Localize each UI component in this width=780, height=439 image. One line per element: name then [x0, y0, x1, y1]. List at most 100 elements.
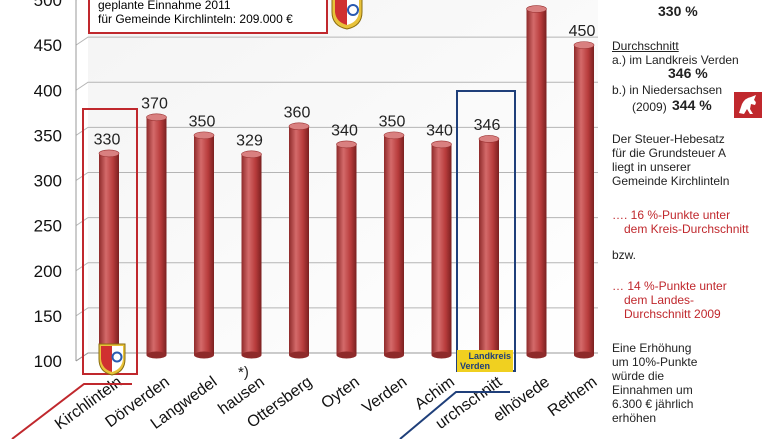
data-label: 360	[284, 104, 311, 121]
bar-top	[288, 122, 310, 131]
x-axis-labels: KirchlintelnDörverdenLangwedelhausenOtte…	[11, 373, 600, 439]
bar-body	[431, 144, 452, 355]
bar-body	[99, 153, 119, 355]
data-label: 340	[331, 122, 358, 139]
bar-base	[336, 351, 357, 359]
data-label: 350	[379, 113, 406, 130]
data-label: 346	[474, 117, 501, 134]
bar	[241, 150, 262, 359]
x-category-label: Verden	[359, 373, 410, 417]
state-difference-line-3: Durchschnitt 2009	[624, 307, 721, 321]
increase-text-line-2: um 10%-Punkte	[612, 355, 698, 369]
bar-base	[431, 351, 452, 359]
y-axis: 100 150 200 250 300 350 400 450 500	[34, 0, 598, 371]
y-tick-label: 100	[34, 352, 62, 371]
logo-verden-text: Verden	[460, 361, 491, 371]
x-category-label: Oyten	[318, 373, 363, 412]
bar-base	[194, 351, 214, 359]
data-label: 329	[236, 132, 263, 149]
bar-base	[384, 351, 404, 359]
average-district-value: 346 %	[668, 65, 708, 81]
data-label: 370	[141, 95, 168, 112]
bar	[193, 131, 215, 359]
bar-top	[336, 140, 357, 149]
x-category-label: Rethem	[545, 373, 600, 420]
bar-body	[526, 9, 547, 356]
bar-base	[146, 351, 167, 359]
info-text-1-line-3: liegt in unserer	[612, 160, 691, 174]
bar-body	[289, 126, 309, 355]
bar-body	[479, 138, 499, 355]
info-text-1-line-2: für die Grundsteuer A	[612, 146, 727, 160]
increase-text-line-3: würde die	[612, 369, 665, 383]
gridline	[75, 36, 598, 46]
bar	[336, 140, 357, 359]
niedersachsen-horse-icon	[734, 92, 762, 118]
gridline	[75, 307, 598, 317]
bar-top	[98, 149, 120, 158]
coat-of-arms-bottom-icon	[98, 343, 126, 376]
bar-top	[383, 131, 405, 140]
gridline	[75, 81, 598, 91]
average-state-label: b.) in Niedersachsen	[612, 83, 723, 97]
increase-text-line-6: erhöhen	[612, 411, 657, 425]
revenue-note-line1: geplante Einnahme 2011	[98, 0, 231, 12]
bar	[573, 41, 595, 359]
bar-base	[241, 351, 262, 359]
bar	[98, 149, 120, 359]
district-difference-line-2: dem Kreis-Durchschnitt	[624, 222, 749, 236]
average-district-label: a.) im Landkreis Verden	[612, 53, 739, 67]
bar-top	[431, 140, 452, 149]
gridline	[75, 217, 598, 227]
kirchlinteln-label-box	[11, 383, 132, 439]
y-tick-label: 250	[34, 217, 62, 236]
y-tick-label: 300	[34, 172, 62, 191]
floor-line	[75, 352, 598, 362]
y-tick-label: 400	[34, 81, 62, 100]
bar	[383, 131, 405, 359]
increase-text-line-4: Einnahmen um	[612, 383, 693, 397]
info-text-1-line-1: Der Steuer-Hebesatz	[612, 132, 725, 146]
bar	[288, 122, 310, 359]
bar-body	[336, 144, 357, 355]
state-difference-line-2: dem Landes-	[624, 293, 695, 307]
bar-top	[241, 150, 262, 159]
gridline	[75, 262, 598, 272]
kirchlinteln-rate-value: 330 %	[658, 3, 698, 19]
gridline	[75, 172, 598, 181]
bar-base	[289, 351, 309, 359]
state-difference-line-1: … 14 %-Punkte unter	[612, 279, 727, 293]
bars	[98, 5, 595, 359]
bar	[526, 5, 547, 359]
data-label: 330	[94, 131, 121, 148]
average-label-box	[399, 391, 510, 439]
data-labels: 330 370 350 329 360 340 350 340 346 450	[94, 23, 596, 149]
coat-of-arms-icon	[331, 0, 363, 30]
average-heading: Durchschnitt	[612, 39, 679, 53]
bar-top	[573, 41, 595, 49]
bar	[146, 113, 167, 359]
bar-top	[478, 135, 500, 143]
data-label: 450	[569, 23, 596, 40]
bar-body	[574, 45, 594, 355]
average-state-year: (2009)	[632, 100, 667, 114]
bar-body	[146, 117, 167, 355]
revenue-note: geplante Einnahme 2011 für Gemeinde Kirc…	[88, 0, 328, 34]
increase-text-line-1: Eine Erhöhung	[612, 341, 692, 355]
landkreis-verden-logo: Landkreis Verden	[457, 350, 513, 372]
bar-top	[193, 131, 215, 140]
increase-text-line-5: 6.300 € jährlich	[612, 397, 694, 411]
bar-top	[146, 113, 167, 122]
revenue-note-line2: für Gemeinde Kirchlinteln: 209.000 €	[98, 12, 293, 26]
bar-body	[194, 135, 214, 355]
info-text-1-line-4: Gemeinde Kirchlinteln	[612, 174, 730, 188]
data-label: 350	[189, 113, 216, 130]
y-tick-label: 150	[34, 307, 62, 326]
average-state-value: 344 %	[672, 97, 712, 113]
logo-landkreis-text: Landkreis	[468, 351, 511, 361]
bar-body	[384, 135, 404, 355]
bar	[431, 140, 452, 359]
bar	[478, 135, 500, 359]
y-tick-label: 500	[34, 0, 62, 10]
